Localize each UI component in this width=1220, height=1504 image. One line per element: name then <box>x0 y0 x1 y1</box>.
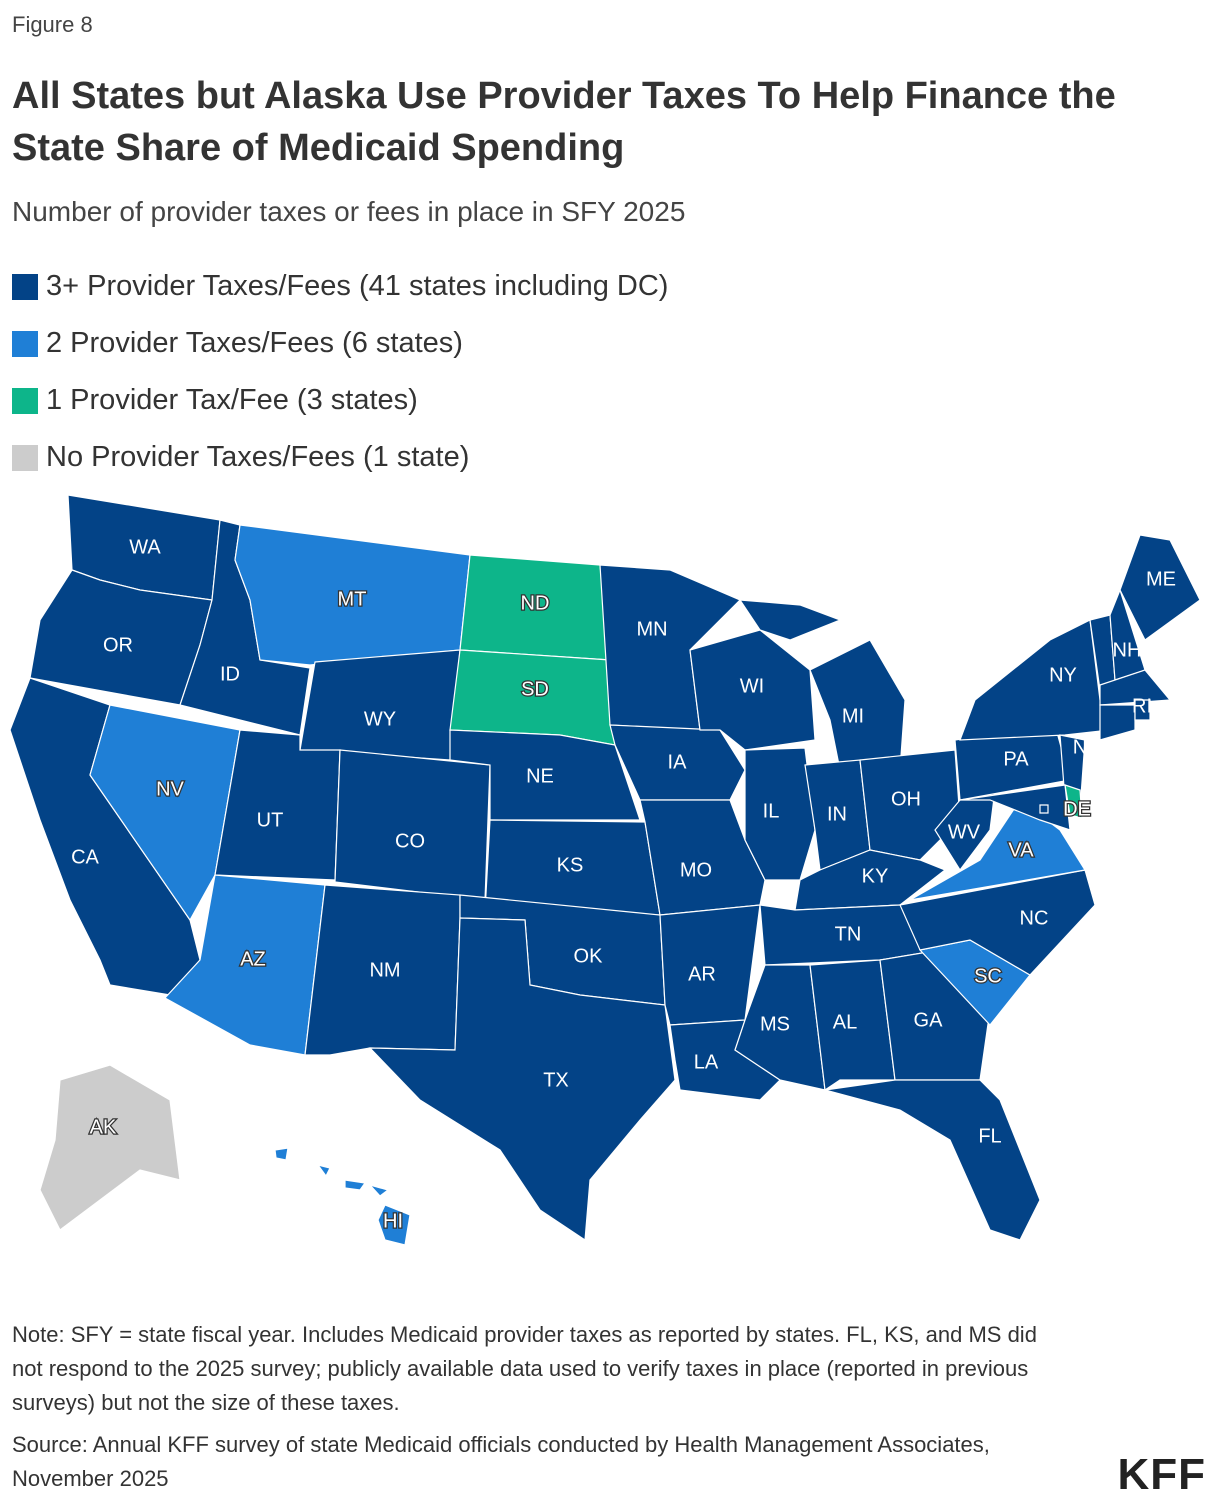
state-label: CO <box>395 830 425 852</box>
state-label: WY <box>364 708 396 730</box>
state-label: AZ <box>240 948 266 970</box>
state <box>334 749 491 901</box>
state-label: MT <box>338 588 367 610</box>
state-label: ND <box>521 592 550 614</box>
state <box>738 599 842 641</box>
state-label: MN <box>636 618 667 640</box>
legend-label: 3+ Provider Taxes/Fees (41 states includ… <box>46 270 669 302</box>
state-label: IN <box>827 803 847 825</box>
state <box>344 1179 367 1191</box>
state <box>744 747 816 881</box>
state <box>934 789 996 872</box>
state-label: DE <box>1063 798 1091 820</box>
note: Note: SFY = state fiscal year. Includes … <box>12 1322 1037 1415</box>
legend-label: No Provider Taxes/Fees (1 state) <box>46 441 470 473</box>
state-label: MI <box>842 705 864 727</box>
state-label: PA <box>1003 748 1029 770</box>
state-label: NJ <box>1073 736 1097 758</box>
legend-swatch <box>12 273 38 300</box>
state <box>639 799 766 916</box>
state-label: ME <box>1146 568 1176 590</box>
state <box>449 729 641 821</box>
source: Source: Annual KFF survey of state Medic… <box>12 1432 990 1491</box>
state-label: WV <box>948 821 981 843</box>
state-label: GA <box>914 1009 944 1031</box>
state <box>1134 699 1151 721</box>
state <box>1064 784 1083 819</box>
state-label: NV <box>156 778 184 800</box>
state-label: AL <box>833 1011 857 1033</box>
legend-swatch <box>12 444 38 471</box>
state <box>316 1164 331 1178</box>
state-label: KY <box>862 865 889 887</box>
state-label: KS <box>557 854 584 876</box>
state-label: AK <box>90 1116 117 1138</box>
state-label: SC <box>974 965 1002 987</box>
state <box>1119 534 1201 641</box>
legend-item: 2 Provider Taxes/Fees (6 states) <box>12 315 668 372</box>
state <box>274 1147 289 1161</box>
legend-label: 2 Provider Taxes/Fees (6 states) <box>46 327 463 359</box>
state-label: NY <box>1049 664 1077 686</box>
state <box>859 749 961 861</box>
logo: KFF <box>1117 1450 1206 1499</box>
figure-label: Figure 8 <box>12 12 93 37</box>
state-label: MS <box>760 1013 790 1035</box>
state-label: RI <box>1132 695 1152 717</box>
subtitle: Number of provider taxes or fees in plac… <box>12 196 686 227</box>
state-label: SD <box>521 678 549 700</box>
legend-item: No Provider Taxes/Fees (1 state) <box>12 429 668 486</box>
state-label: IL <box>763 800 780 822</box>
state <box>824 1079 1041 1241</box>
state-label: NM <box>369 959 400 981</box>
state <box>368 917 676 1242</box>
title: All States but Alaska Use Provider Taxes… <box>12 75 1116 169</box>
state-label: AR <box>688 963 716 985</box>
legend-item: 3+ Provider Taxes/Fees (41 states includ… <box>12 258 668 315</box>
state <box>299 649 461 761</box>
state-label: NE <box>526 765 554 787</box>
state-label: ID <box>220 663 240 685</box>
state-label: UT <box>257 809 284 831</box>
state-label: WA <box>129 536 161 558</box>
state-label: WI <box>740 675 764 697</box>
legend-swatch <box>12 330 38 357</box>
legend: 3+ Provider Taxes/Fees (41 states includ… <box>12 258 668 486</box>
state-label: NC <box>1020 907 1049 929</box>
legend-swatch <box>12 387 38 414</box>
state <box>89 704 241 922</box>
state-label: TX <box>543 1069 569 1091</box>
state-label: CA <box>71 846 99 868</box>
state <box>1099 704 1136 741</box>
state <box>377 1204 411 1246</box>
state-label: NH <box>1113 639 1142 661</box>
state <box>689 629 816 751</box>
state <box>959 784 1071 831</box>
state-label: TN <box>835 923 862 945</box>
state-label: OH <box>891 788 921 810</box>
state-label: IA <box>668 751 688 773</box>
state <box>368 1183 390 1197</box>
state <box>1039 804 1049 814</box>
state-label: HI <box>383 1210 403 1232</box>
state <box>959 619 1111 741</box>
state-label: OK <box>574 945 604 967</box>
state <box>809 959 896 1092</box>
state-label: OR <box>103 634 133 656</box>
state <box>39 1064 181 1231</box>
legend-label: 1 Provider Tax/Fee (3 states) <box>46 384 418 416</box>
state-label: MO <box>680 859 712 881</box>
state <box>1099 669 1172 706</box>
state-label: VA <box>1008 839 1034 861</box>
state-label: LA <box>694 1051 719 1073</box>
state-label: FL <box>978 1125 1001 1147</box>
legend-item: 1 Provider Tax/Fee (3 states) <box>12 372 668 429</box>
